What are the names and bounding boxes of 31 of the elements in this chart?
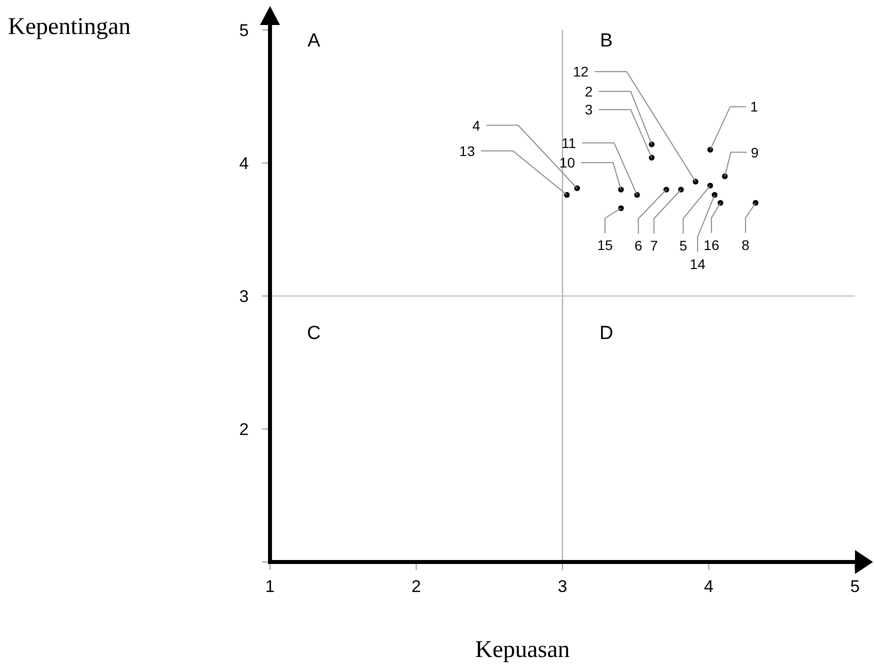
x-tick-label: 5 [850, 577, 860, 596]
annotation: 1 [750, 98, 758, 115]
annotation: 14 [690, 256, 706, 272]
x-axis-title: Kepuasan [475, 637, 570, 663]
x-tick-label: 2 [412, 577, 421, 596]
annotation: 3 [584, 102, 593, 118]
annotation: 6 [634, 238, 642, 254]
annotation: 12 [573, 64, 589, 80]
annotation: 11 [562, 134, 576, 151]
x-tick-label: 4 [704, 577, 714, 596]
y-axis-title: Kepentingan [8, 14, 131, 40]
annotation: C [307, 323, 321, 344]
annotation: 5 [679, 238, 688, 254]
x-tick-label: 3 [558, 577, 568, 596]
annotation: 15 [597, 237, 613, 254]
annotation: D [600, 323, 614, 344]
y-tick-label: 3 [239, 287, 249, 306]
x-tick-label: 1 [265, 577, 275, 596]
y-tick-label: 4 [239, 154, 249, 173]
y-tick-label: 2 [239, 420, 249, 439]
annotation: B [600, 30, 613, 52]
annotation: 4 [472, 117, 480, 134]
annotation: 10 [559, 154, 576, 171]
annotation: 8 [742, 236, 750, 253]
y-tick-label: 5 [239, 21, 249, 40]
annotation: 13 [459, 142, 476, 159]
annotation: A [308, 30, 321, 52]
annotation: 2 [584, 83, 593, 100]
annotation: 7 [650, 238, 658, 254]
annotation: 9 [750, 144, 759, 160]
annotation: 16 [704, 236, 720, 253]
